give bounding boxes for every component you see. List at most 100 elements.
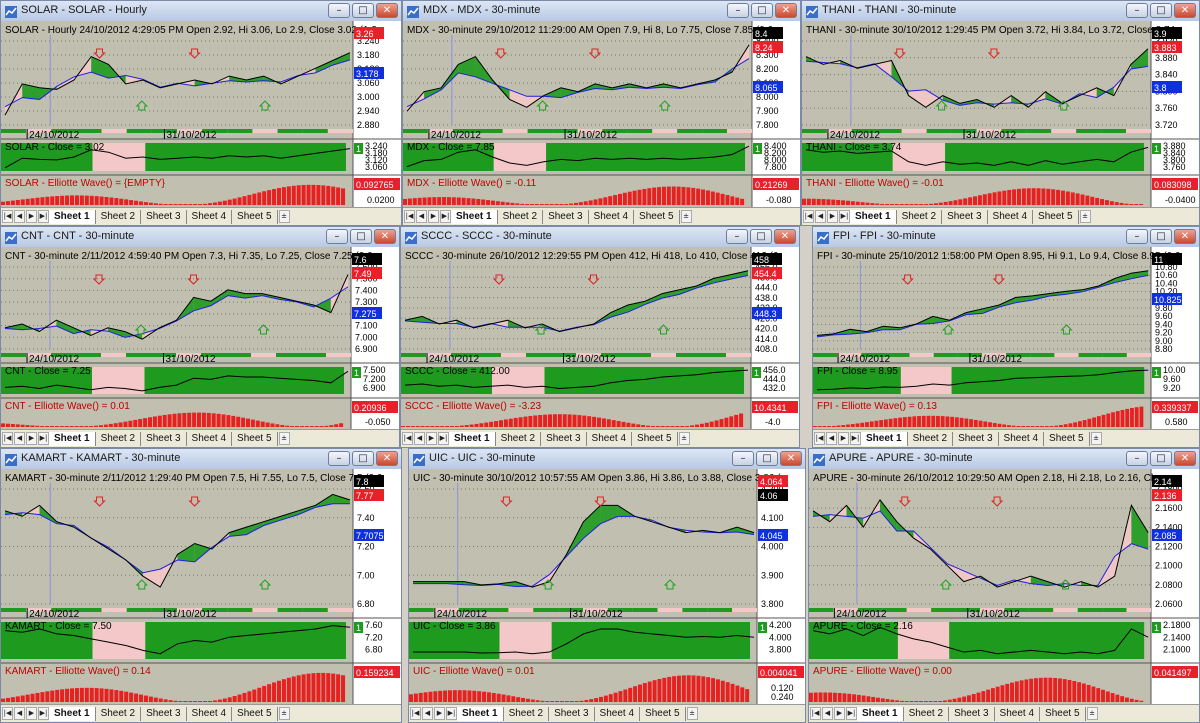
last-sheet-icon[interactable]: ▶| <box>38 210 49 223</box>
tab-sheet-4[interactable]: Sheet 4 <box>587 431 633 446</box>
tab-sheet-4[interactable]: Sheet 4 <box>187 706 233 721</box>
minimize-icon[interactable]: – <box>1126 229 1148 244</box>
tab-sheet-5[interactable]: Sheet 5 <box>634 209 680 224</box>
tab-sheet-3[interactable]: Sheet 3 <box>549 706 595 721</box>
next-sheet-icon[interactable]: ▶ <box>26 707 37 720</box>
tab-sheet-4[interactable]: Sheet 4 <box>999 431 1045 446</box>
restore-icon[interactable]: □ <box>751 3 773 18</box>
restore-icon[interactable]: □ <box>1150 3 1172 18</box>
restore-icon[interactable]: □ <box>1150 229 1172 244</box>
tab-sheet-5[interactable]: Sheet 5 <box>640 706 686 721</box>
tab-sheet-1[interactable]: Sheet 1 <box>49 706 96 721</box>
last-sheet-icon[interactable]: ▶| <box>440 210 451 223</box>
tab-sheet-5[interactable]: Sheet 5 <box>1044 431 1090 446</box>
tab-sheet-2[interactable]: Sheet 2 <box>897 209 943 224</box>
chart-window[interactable]: FPI - FPI - 30-minute – □ ✕ 10.80 10.60 10.40 1… <box>812 226 1200 448</box>
last-sheet-icon[interactable]: ▶| <box>846 707 857 720</box>
tab-sheet-1[interactable]: Sheet 1 <box>857 706 904 721</box>
chart-area[interactable]: 8.4008.3008.2008.1008.0007.9007.80024/10… <box>403 21 800 209</box>
tab-sheet-4[interactable]: Sheet 4 <box>995 706 1041 721</box>
window-titlebar[interactable]: KAMART - KAMART - 30-minute – □ ✕ <box>1 449 401 470</box>
more-sheets-icon[interactable]: ± <box>1086 707 1098 720</box>
last-sheet-icon[interactable]: ▶| <box>839 210 850 223</box>
more-sheets-icon[interactable]: ± <box>686 707 698 720</box>
last-sheet-icon[interactable]: ▶| <box>38 707 49 720</box>
next-sheet-icon[interactable]: ▶ <box>838 432 849 445</box>
tab-sheet-1[interactable]: Sheet 1 <box>449 431 496 446</box>
restore-icon[interactable]: □ <box>756 451 778 466</box>
chart-area[interactable]: 7.60 7.40 7.20 7.00 6.80 24/10/2012 31/10/2012… <box>1 469 401 706</box>
more-sheets-icon[interactable]: ± <box>278 432 290 445</box>
prev-sheet-icon[interactable]: ◀ <box>826 432 837 445</box>
chart-window[interactable]: CNT - CNT - 30-minute–□✕7.6007.5007.4007… <box>0 226 400 448</box>
minimize-icon[interactable]: – <box>732 451 754 466</box>
window-titlebar[interactable]: SOLAR - SOLAR - Hourly – □ ✕ <box>1 1 401 22</box>
first-sheet-icon[interactable]: |◀ <box>814 432 825 445</box>
tab-sheet-5[interactable]: Sheet 5 <box>232 706 278 721</box>
next-sheet-icon[interactable]: ▶ <box>834 707 845 720</box>
tab-sheet-1[interactable]: Sheet 1 <box>850 209 897 224</box>
tab-sheet-3[interactable]: Sheet 3 <box>942 209 988 224</box>
next-sheet-icon[interactable]: ▶ <box>26 432 37 445</box>
first-sheet-icon[interactable]: |◀ <box>402 432 413 445</box>
chart-area[interactable]: 2.1800 2.1600 2.1400 2.1200 2.1000 2.0800 2.06… <box>809 469 1199 706</box>
close-icon[interactable]: ✕ <box>374 229 396 244</box>
close-icon[interactable]: ✕ <box>376 451 398 466</box>
tab-sheet-3[interactable]: Sheet 3 <box>141 431 187 446</box>
tab-sheet-2[interactable]: Sheet 2 <box>96 209 142 224</box>
minimize-icon[interactable]: – <box>326 229 348 244</box>
tab-sheet-1[interactable]: Sheet 1 <box>861 431 908 446</box>
tab-sheet-2[interactable]: Sheet 2 <box>908 431 954 446</box>
chart-area[interactable]: 10.8010.6010.4010.2010.009.809.609.409.2… <box>813 247 1199 431</box>
close-icon[interactable]: ✕ <box>376 3 398 18</box>
close-icon[interactable]: ✕ <box>774 229 796 244</box>
close-icon[interactable]: ✕ <box>1174 3 1196 18</box>
tab-sheet-5[interactable]: Sheet 5 <box>1033 209 1079 224</box>
minimize-icon[interactable]: – <box>328 3 350 18</box>
close-icon[interactable]: ✕ <box>780 451 802 466</box>
tab-sheet-4[interactable]: Sheet 4 <box>589 209 635 224</box>
prev-sheet-icon[interactable]: ◀ <box>815 210 826 223</box>
prev-sheet-icon[interactable]: ◀ <box>414 432 425 445</box>
first-sheet-icon[interactable]: |◀ <box>2 210 13 223</box>
first-sheet-icon[interactable]: |◀ <box>410 707 421 720</box>
minimize-icon[interactable]: – <box>1126 3 1148 18</box>
next-sheet-icon[interactable]: ▶ <box>827 210 838 223</box>
tab-sheet-1[interactable]: Sheet 1 <box>457 706 504 721</box>
prev-sheet-icon[interactable]: ◀ <box>422 707 433 720</box>
minimize-icon[interactable]: – <box>328 451 350 466</box>
chart-area[interactable]: 4.200 4.100 4.000 3.900 3.800 24/10/2012 31/10… <box>409 469 805 706</box>
tab-sheet-4[interactable]: Sheet 4 <box>595 706 641 721</box>
tab-sheet-4[interactable]: Sheet 4 <box>988 209 1034 224</box>
chart-area[interactable]: 7.6007.5007.4007.3007.2007.1007.0006.900… <box>1 247 399 431</box>
more-sheets-icon[interactable]: ± <box>278 210 290 223</box>
restore-icon[interactable]: □ <box>350 229 372 244</box>
tab-sheet-3[interactable]: Sheet 3 <box>953 431 999 446</box>
last-sheet-icon[interactable]: ▶| <box>446 707 457 720</box>
close-icon[interactable]: ✕ <box>1174 229 1196 244</box>
tab-sheet-3[interactable]: Sheet 3 <box>949 706 995 721</box>
tab-sheet-4[interactable]: Sheet 4 <box>187 431 233 446</box>
more-sheets-icon[interactable]: ± <box>680 210 692 223</box>
first-sheet-icon[interactable]: |◀ <box>810 707 821 720</box>
tab-sheet-3[interactable]: Sheet 3 <box>543 209 589 224</box>
tab-sheet-5[interactable]: Sheet 5 <box>632 431 678 446</box>
minimize-icon[interactable]: – <box>1126 451 1148 466</box>
first-sheet-icon[interactable]: |◀ <box>2 432 13 445</box>
first-sheet-icon[interactable]: |◀ <box>2 707 13 720</box>
tab-sheet-2[interactable]: Sheet 2 <box>504 706 550 721</box>
last-sheet-icon[interactable]: ▶| <box>850 432 861 445</box>
window-titlebar[interactable]: CNT - CNT - 30-minute – □ ✕ <box>1 227 399 248</box>
prev-sheet-icon[interactable]: ◀ <box>14 210 25 223</box>
restore-icon[interactable]: □ <box>352 3 374 18</box>
prev-sheet-icon[interactable]: ◀ <box>416 210 427 223</box>
chart-window[interactable]: SCCC - SCCC - 30-minute–□✕456.0450.0444.… <box>400 226 800 448</box>
window-titlebar[interactable]: FPI - FPI - 30-minute – □ ✕ <box>813 227 1199 248</box>
tab-sheet-4[interactable]: Sheet 4 <box>187 209 233 224</box>
tab-sheet-3[interactable]: Sheet 3 <box>541 431 587 446</box>
restore-icon[interactable]: □ <box>750 229 772 244</box>
window-titlebar[interactable]: SCCC - SCCC - 30-minute – □ ✕ <box>401 227 799 248</box>
last-sheet-icon[interactable]: ▶| <box>38 432 49 445</box>
minimize-icon[interactable]: – <box>726 229 748 244</box>
restore-icon[interactable]: □ <box>352 451 374 466</box>
